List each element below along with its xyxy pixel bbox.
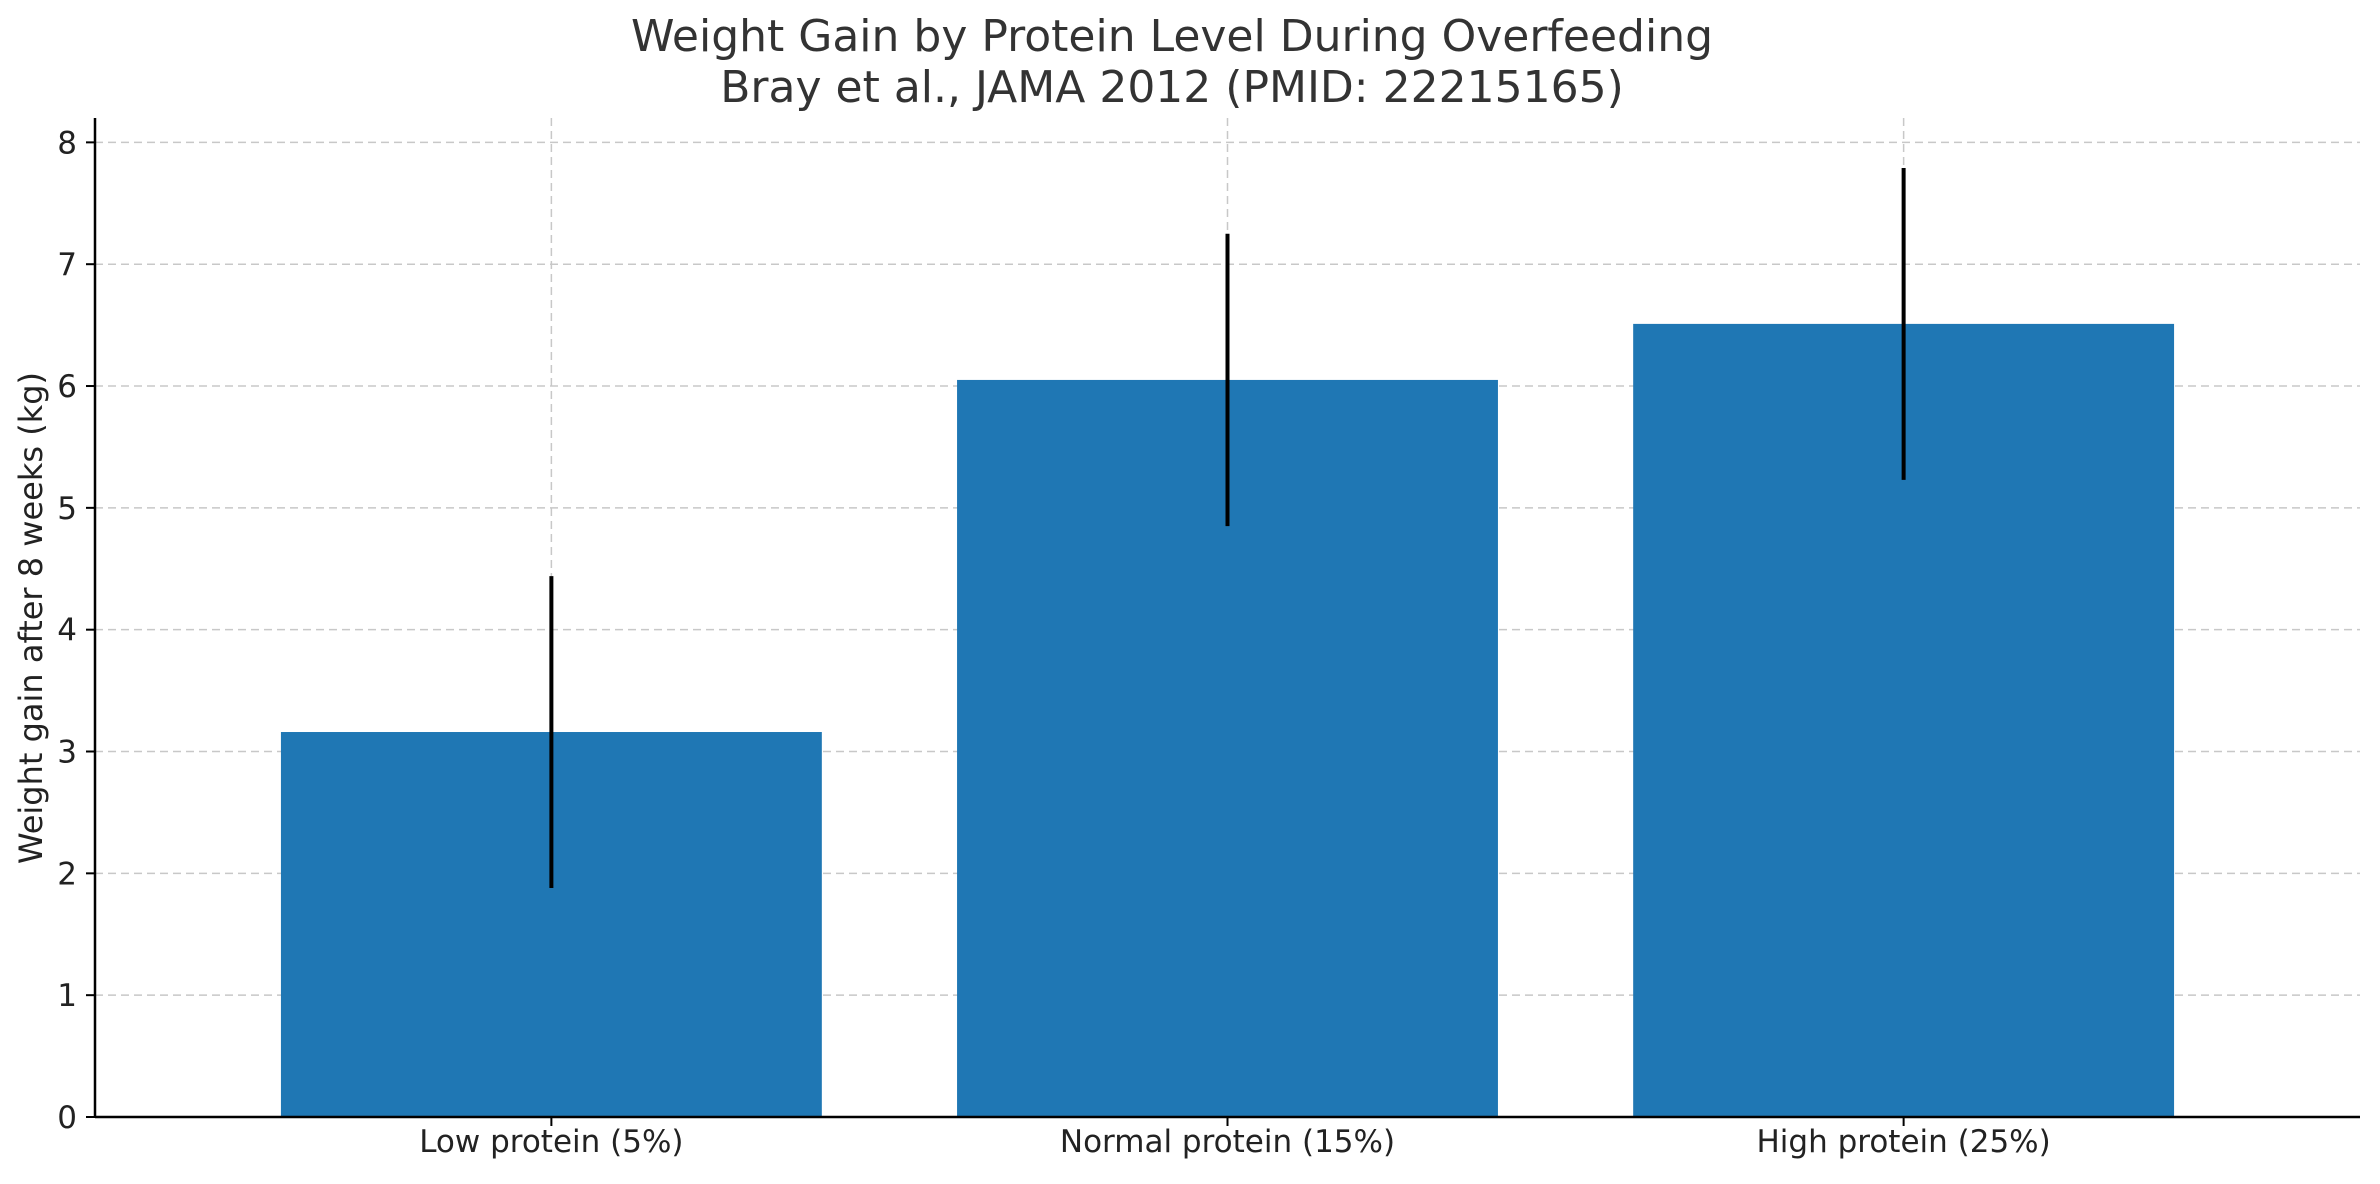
y-tick-label: 0 — [57, 1100, 77, 1136]
error-bars — [549, 167, 1906, 888]
x-tick-label: High protein (25%) — [1756, 1124, 2050, 1160]
chart-title: Weight Gain by Protein Level During Over… — [631, 11, 1713, 62]
chart-subtitle: Bray et al., JAMA 2012 (PMID: 22215165) — [720, 62, 1623, 113]
y-axis-label: Weight gain after 8 weeks (kg) — [12, 372, 50, 864]
x-tick-label: Low protein (5%) — [419, 1124, 683, 1160]
axes — [86, 118, 2360, 1126]
y-tick-label: 7 — [57, 247, 77, 283]
y-tick-label: 1 — [57, 978, 77, 1014]
y-tick-label: 3 — [57, 735, 77, 771]
tick-labels: 0 1 2 3 4 5 6 7 8 Low protein (5%) Normal protein … — [57, 125, 2050, 1160]
y-tick-label: 4 — [57, 613, 77, 649]
y-tick-label: 5 — [57, 491, 77, 527]
y-tick-label: 6 — [57, 369, 77, 405]
y-tick-label: 8 — [57, 125, 77, 161]
y-tick-label: 2 — [57, 856, 77, 892]
x-tick-label: Normal protein (15%) — [1060, 1124, 1395, 1160]
